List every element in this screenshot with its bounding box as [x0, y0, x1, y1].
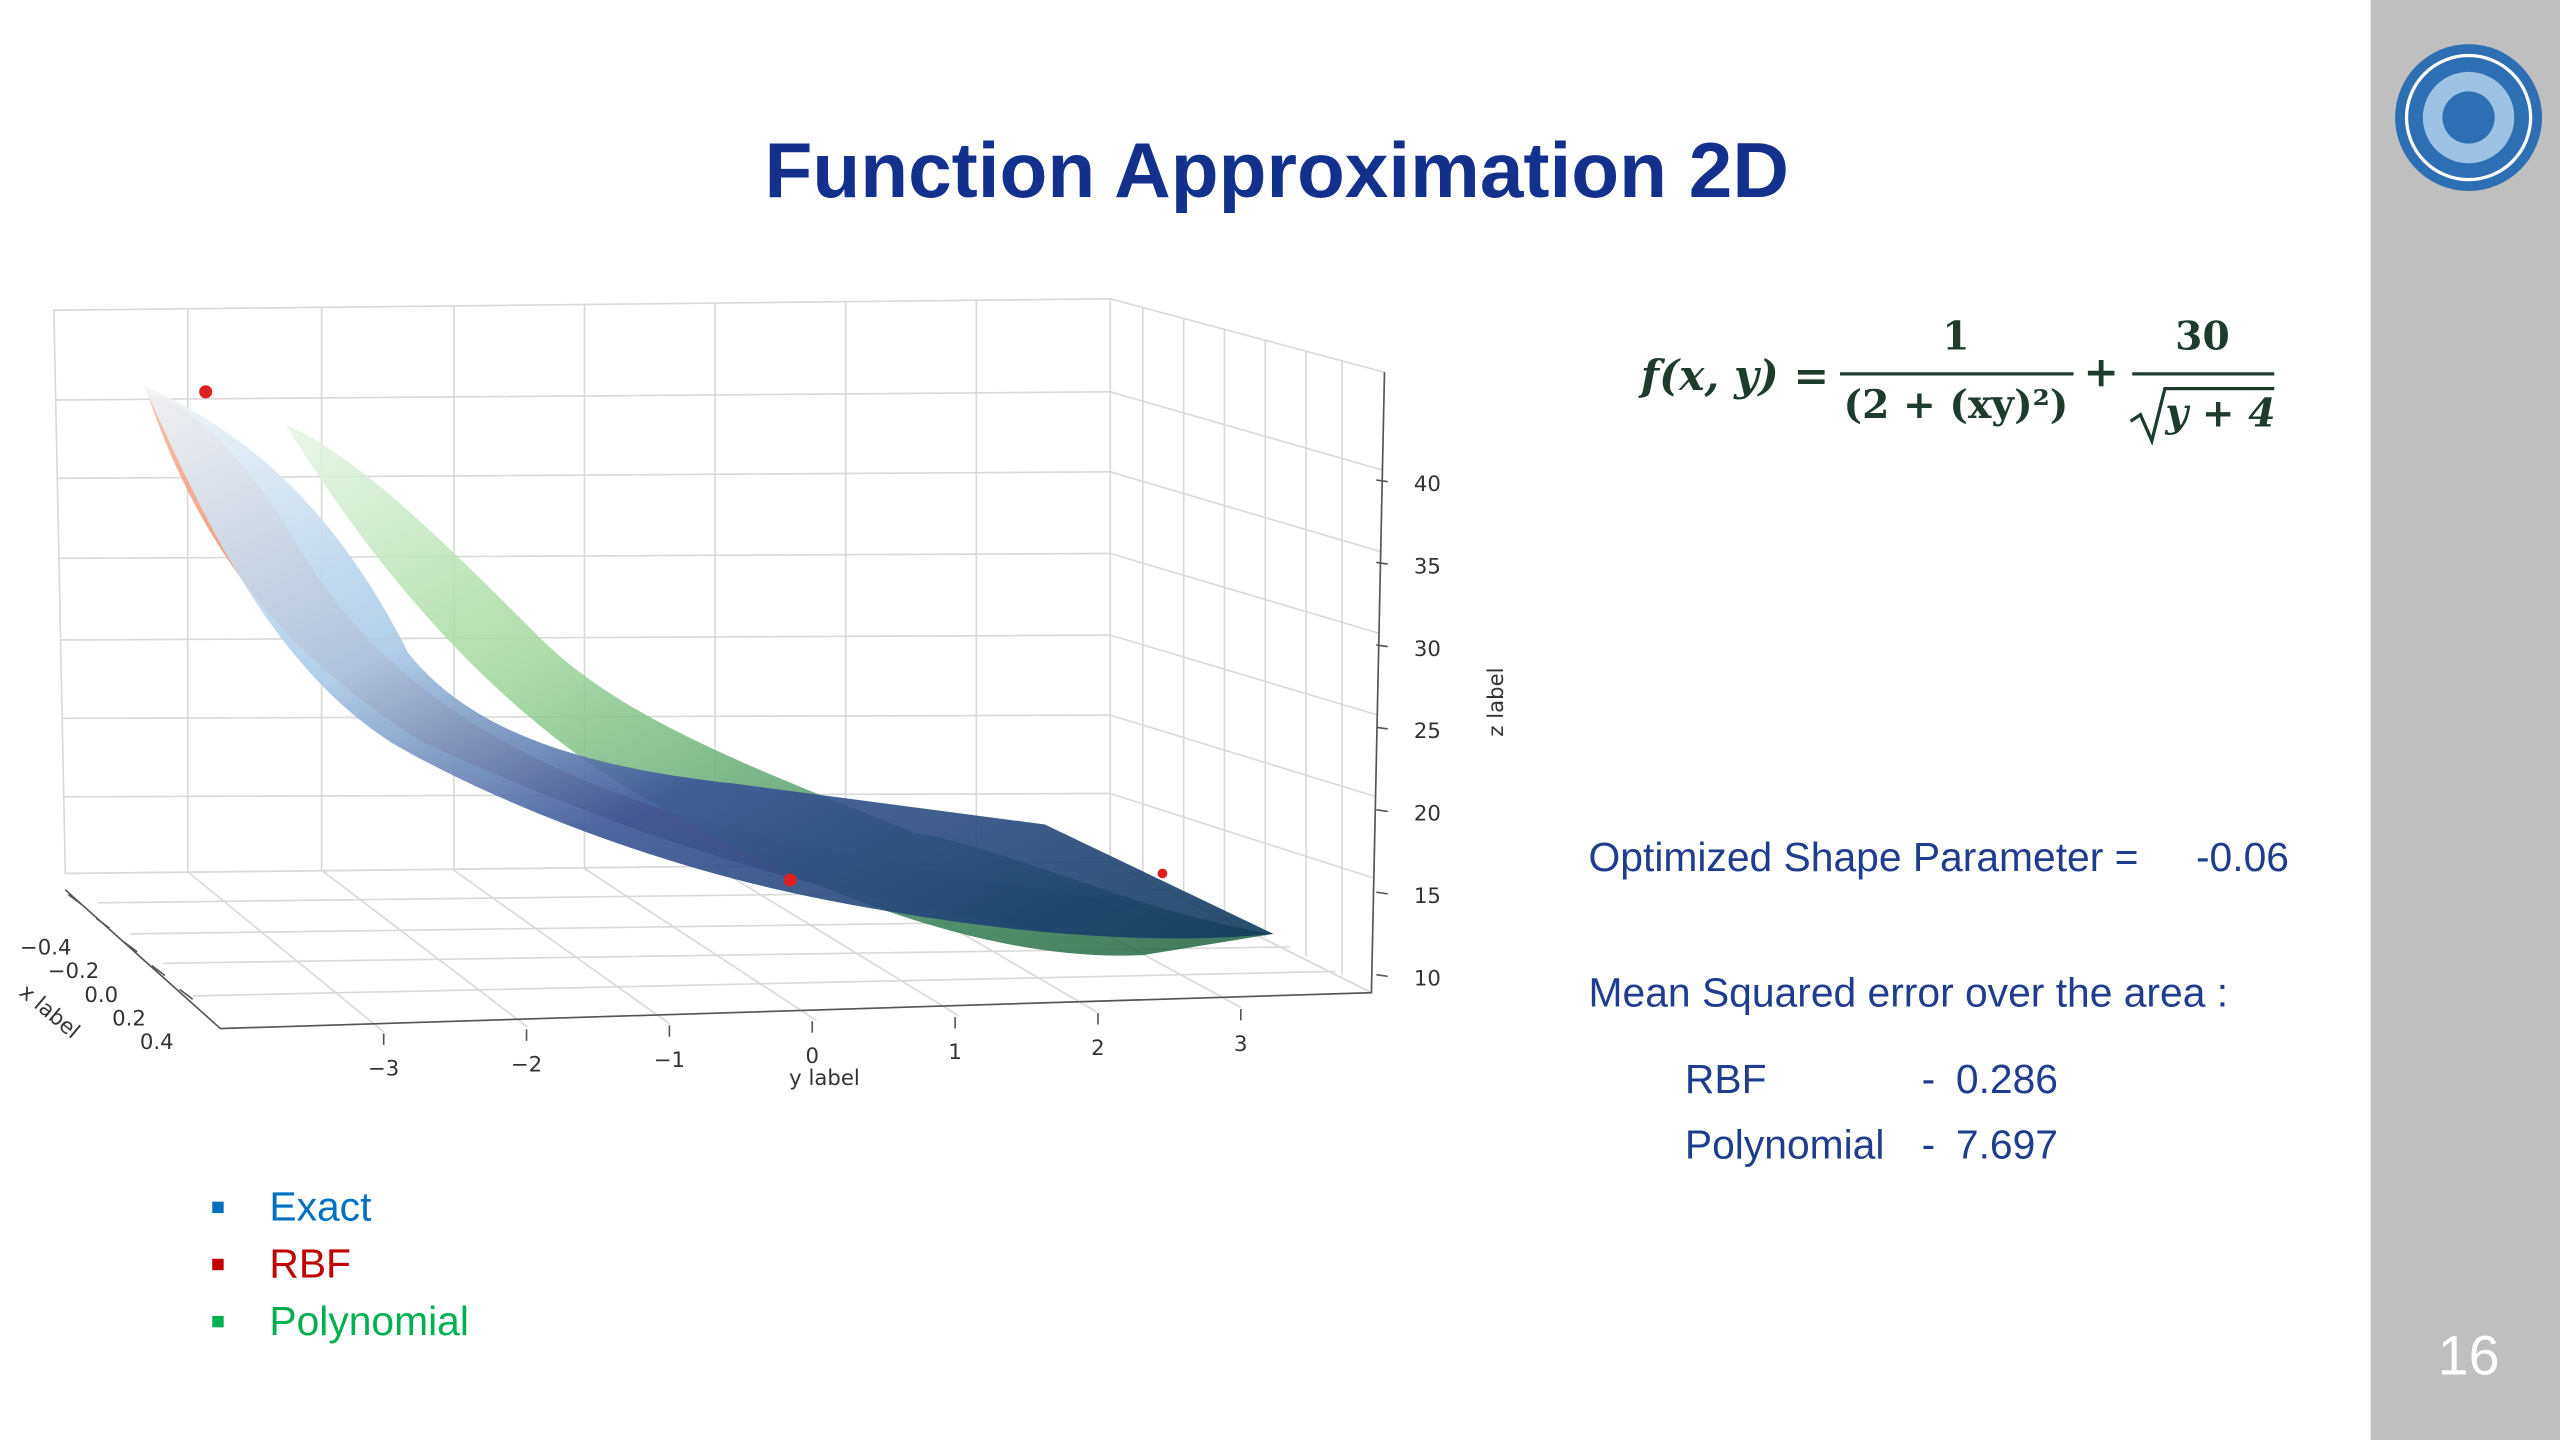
page-number: 16	[2438, 1325, 2500, 1387]
formula-lhs: f(x, y) =	[1638, 351, 1829, 401]
x-tick-mark	[68, 894, 83, 906]
formula-denominator: y + 4	[2164, 390, 2275, 436]
legend-entry: Exact	[269, 1184, 372, 1230]
mse-value: 7.697	[1956, 1122, 2058, 1168]
formula-denominator: (2 + (xy)²)	[1844, 382, 2069, 428]
legend: Exact RBF Polynomial	[212, 1184, 469, 1344]
formula: f(x, y) = 1 (2 + (xy)²) + 30 y + 4	[1638, 314, 2275, 446]
y-tick-label: 2	[1091, 1036, 1105, 1061]
x-tick-mark	[179, 988, 194, 1000]
legend-entry: Polynomial	[269, 1298, 469, 1344]
y-axis-label: y label	[789, 1066, 860, 1091]
x-tick-label: −0.4	[20, 936, 72, 961]
title: Function Approximation 2D	[765, 126, 1789, 214]
z-tick-mark	[1376, 726, 1388, 730]
formula-numerator: 30	[2175, 314, 2230, 360]
z-tick-label: 30	[1414, 637, 1441, 662]
x-tick-label: 0.4	[140, 1030, 174, 1055]
z-tick-label: 40	[1414, 472, 1441, 497]
z-tick-label: 35	[1414, 554, 1441, 579]
x-tick-label: −0.2	[48, 959, 100, 984]
ticks: 10 15 20 25 30 35 40 −3 −2 −1 0 1 2 3 −0.4−0.20.00.20.…	[20, 472, 1441, 1081]
results: Optimized Shape Parameter = -0.06 Mean S…	[1589, 834, 2289, 1167]
x-tick-mark	[123, 941, 138, 953]
mse-value: 0.286	[1956, 1056, 2058, 1102]
y-tick-label: 0	[805, 1044, 819, 1069]
y-tick-label: 1	[948, 1040, 962, 1065]
z-tick-mark	[1376, 561, 1388, 565]
y-tick-label: 3	[1234, 1032, 1248, 1057]
z-tick-label: 15	[1414, 884, 1441, 909]
y-tick-label: −3	[368, 1056, 399, 1081]
z-tick-label: 20	[1414, 802, 1441, 827]
mse-name: Polynomial	[1685, 1122, 1885, 1168]
formula-numerator: 1	[1942, 314, 1969, 360]
x-tick-label: 0.2	[112, 1007, 146, 1032]
y-tick-label: −1	[654, 1048, 685, 1073]
mse-name: RBF	[1685, 1056, 1767, 1102]
surfaces	[143, 385, 1274, 956]
x-tick-mark	[95, 917, 110, 929]
mse-separator: -	[1922, 1122, 1936, 1168]
z-tick-mark	[1376, 891, 1388, 895]
z-axis-label: z label	[1484, 667, 1509, 736]
legend-entry: RBF	[269, 1241, 351, 1287]
z-tick-mark	[1376, 479, 1388, 483]
mse-separator: -	[1922, 1056, 1936, 1102]
x-tick-label: 0.0	[84, 983, 118, 1008]
z-tick-label: 25	[1414, 719, 1441, 744]
z-tick-mark	[1376, 644, 1388, 648]
z-tick-mark	[1376, 973, 1388, 978]
plot-3d: 10 15 20 25 30 35 40 −3 −2 −1 0 1 2 3 −0.4−0.20.00.20.…	[14, 297, 1509, 1091]
side-bar	[2370, 0, 2560, 1440]
z-tick-mark	[1376, 808, 1388, 813]
shape-parameter-value: -0.06	[2196, 834, 2289, 880]
x-axis-label: x label	[14, 980, 84, 1045]
z-tick-label: 10	[1414, 967, 1441, 992]
y-tick-label: −2	[511, 1052, 542, 1077]
shape-parameter-label: Optimized Shape Parameter =	[1589, 834, 2139, 880]
x-tick-mark	[151, 965, 166, 977]
formula-operator: +	[2083, 348, 2119, 398]
mse-label: Mean Squared error over the area :	[1589, 970, 2229, 1016]
logo	[2395, 44, 2543, 192]
